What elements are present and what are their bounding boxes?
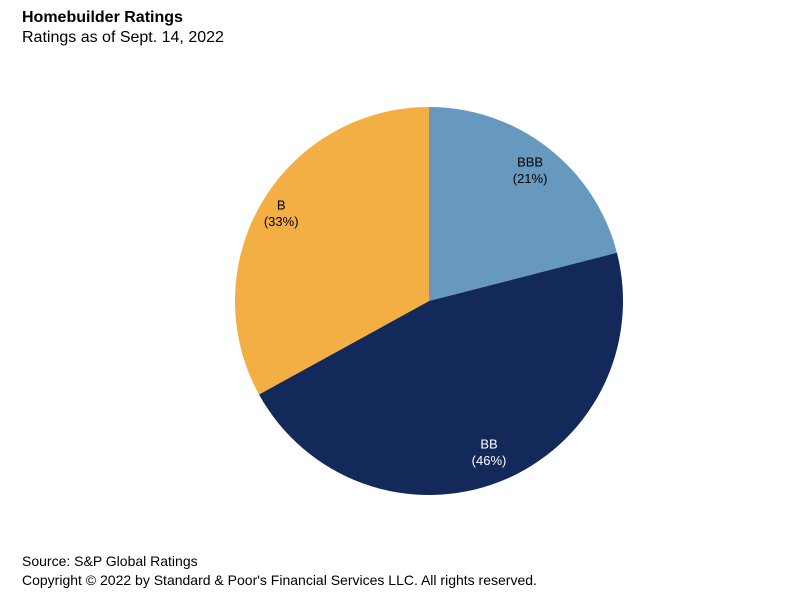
pie-slice-bb: [259, 252, 624, 496]
pie-label-bb: BB (46%): [472, 436, 507, 468]
chart-footer: Source: S&P Global Ratings Copyright © 2…: [22, 552, 537, 590]
chart-header: Homebuilder Ratings Ratings as of Sept. …: [22, 8, 224, 48]
copyright-text: Copyright © 2022 by Standard & Poor's Fi…: [22, 572, 537, 588]
pie-label-bbb: BBB (21%): [513, 155, 548, 187]
pie-label-b: B (33%): [264, 197, 299, 229]
chart-subtitle: Ratings as of Sept. 14, 2022: [22, 29, 224, 46]
pie-slice-b: [235, 107, 429, 395]
source-text: Source: S&P Global Ratings: [22, 553, 198, 569]
chart-title: Homebuilder Ratings: [22, 9, 183, 26]
pie-slice-bbb: [429, 106, 617, 301]
